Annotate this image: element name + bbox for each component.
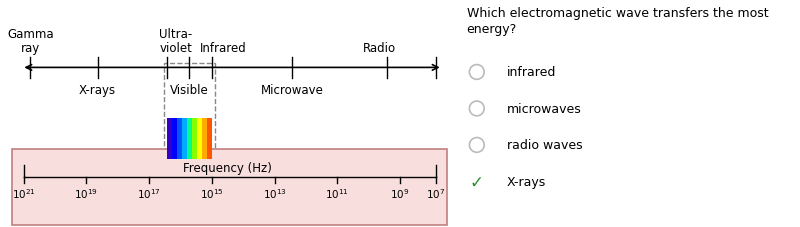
- Bar: [192, 118, 198, 159]
- Bar: [172, 118, 178, 159]
- Bar: [177, 118, 182, 159]
- Text: Ultra-
violet: Ultra- violet: [159, 28, 193, 54]
- Bar: [167, 118, 173, 159]
- Text: ✓: ✓: [470, 173, 484, 190]
- Text: $10^{11}$: $10^{11}$: [326, 186, 350, 200]
- Text: Gamma
ray: Gamma ray: [7, 28, 54, 54]
- Text: $10^{13}$: $10^{13}$: [262, 186, 286, 200]
- Text: Visible: Visible: [170, 84, 209, 97]
- Text: X-rays: X-rays: [79, 84, 116, 97]
- Text: X-rays: X-rays: [507, 175, 546, 188]
- Text: radio waves: radio waves: [507, 139, 582, 152]
- Text: Radio: Radio: [363, 42, 397, 54]
- Bar: [197, 118, 202, 159]
- Text: infrared: infrared: [507, 66, 557, 79]
- Text: $10^{9}$: $10^{9}$: [390, 186, 410, 200]
- Text: Microwave: Microwave: [261, 84, 324, 97]
- Bar: [207, 118, 212, 159]
- Text: $10^{7}$: $10^{7}$: [426, 186, 446, 200]
- Text: Which electromagnetic wave transfers the most
energy?: Which electromagnetic wave transfers the…: [466, 7, 768, 36]
- Bar: [187, 118, 192, 159]
- Text: microwaves: microwaves: [507, 102, 582, 116]
- Bar: [13, 150, 447, 225]
- Text: $10^{19}$: $10^{19}$: [74, 186, 98, 200]
- Bar: [182, 118, 187, 159]
- Bar: [202, 118, 207, 159]
- Text: $10^{17}$: $10^{17}$: [137, 186, 161, 200]
- Text: Frequency (Hz): Frequency (Hz): [183, 161, 272, 174]
- Text: Infrared: Infrared: [200, 42, 246, 54]
- Text: $10^{21}$: $10^{21}$: [12, 186, 36, 200]
- Text: $10^{15}$: $10^{15}$: [200, 186, 224, 200]
